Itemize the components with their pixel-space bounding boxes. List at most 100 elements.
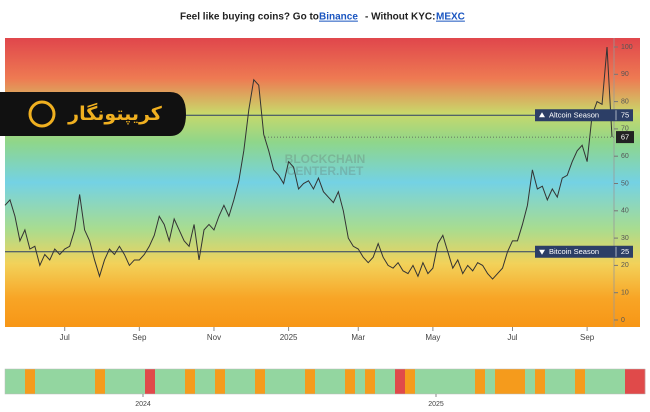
strip-cell — [55, 369, 66, 394]
x-tick-label: Mar — [351, 333, 365, 342]
strip-cell — [245, 369, 256, 394]
strip-cell — [615, 369, 626, 394]
strip-cell — [545, 369, 556, 394]
x-tick-label: 2025 — [280, 333, 298, 342]
strip-cell — [445, 369, 456, 394]
strip-cell — [345, 369, 356, 394]
strip-cell — [105, 369, 116, 394]
y-tick-label: 40 — [621, 208, 629, 215]
strip-cell — [425, 369, 436, 394]
strip-cell — [235, 369, 246, 394]
logo: کریپتونگار — [0, 92, 186, 136]
x-tick-label: Jul — [60, 333, 70, 342]
strip-cell — [175, 369, 186, 394]
x-tick-label: Sep — [132, 333, 147, 342]
strip-cell — [465, 369, 476, 394]
strip-cell — [575, 369, 586, 394]
strip-cell — [215, 369, 226, 394]
strip-cell — [65, 369, 76, 394]
watermark: CENTER.NET — [287, 164, 364, 178]
reference-value: 25 — [621, 247, 629, 256]
strip-cell — [525, 369, 536, 394]
strip-cell — [625, 369, 636, 394]
strip-cell — [45, 369, 56, 394]
strip-cell — [415, 369, 426, 394]
strip-cell — [475, 369, 486, 394]
strip-cell — [35, 369, 46, 394]
banner-text: - Without KYC: — [365, 12, 435, 23]
watermark: BLOCKCHAIN — [285, 152, 366, 166]
strip-cell — [305, 369, 316, 394]
strip-cell — [145, 369, 156, 394]
strip-cell — [225, 369, 236, 394]
strip-cell — [355, 369, 366, 394]
strip-cell — [315, 369, 326, 394]
strip-cell — [205, 369, 216, 394]
strip-cell — [535, 369, 546, 394]
strip-cell — [375, 369, 386, 394]
strip-cell — [565, 369, 576, 394]
mexc-link[interactable]: MEXC — [436, 12, 465, 23]
x-tick-label: Jul — [507, 333, 517, 342]
strip-cell — [95, 369, 106, 394]
strip-cell — [195, 369, 206, 394]
strip-cell — [505, 369, 516, 394]
strip-cell — [15, 369, 26, 394]
reference-label-box — [535, 245, 633, 258]
reference-arrow — [539, 112, 545, 118]
current-value-box — [616, 131, 634, 144]
strip-cell — [115, 369, 126, 394]
strip-cell — [515, 369, 526, 394]
x-tick-label: Nov — [207, 333, 221, 342]
y-tick-label: 90 — [621, 71, 629, 78]
strip-cell — [125, 369, 136, 394]
strip-cell — [185, 369, 196, 394]
strip-border — [4, 368, 646, 395]
strip-cell — [85, 369, 96, 394]
strip-cell — [395, 369, 406, 394]
reference-label-box — [535, 109, 633, 122]
y-tick-label: 0 — [621, 317, 625, 324]
y-tick-label: 10 — [621, 290, 629, 297]
y-tick-label: 100 — [621, 44, 633, 51]
strip-cell — [265, 369, 276, 394]
strip-cell — [555, 369, 566, 394]
banner-text: Feel like buying coins? Go to — [180, 12, 319, 23]
y-tick-label: 50 — [621, 180, 629, 187]
strip-tick-label: 2024 — [135, 401, 151, 408]
strip-cell — [25, 369, 36, 394]
strip-cell — [485, 369, 496, 394]
strip-cell — [285, 369, 296, 394]
strip-cell — [365, 369, 376, 394]
strip-cell — [135, 369, 146, 394]
strip-cell — [635, 369, 646, 394]
strip-cell — [605, 369, 616, 394]
strip-cell — [255, 369, 266, 394]
strip-cell — [275, 369, 286, 394]
strip-cell — [5, 369, 16, 394]
strip-cell — [325, 369, 336, 394]
x-tick-label: May — [425, 333, 440, 342]
strip-cell — [155, 369, 166, 394]
binance-link[interactable]: Binance — [319, 12, 358, 23]
logo-text: کریپتونگار — [67, 102, 163, 125]
strip-cell — [385, 369, 396, 394]
reference-arrow — [539, 249, 545, 255]
strip-cell — [75, 369, 86, 394]
strip-cell — [495, 369, 506, 394]
index-line — [4, 46, 613, 280]
y-tick-label: 80 — [621, 98, 629, 105]
plot-background — [5, 38, 640, 327]
strip-cell — [295, 369, 306, 394]
reference-label: Bitcoin Season — [549, 247, 599, 256]
strip-cell — [435, 369, 446, 394]
strip-cell — [335, 369, 346, 394]
y-tick-label: 30 — [621, 235, 629, 242]
strip-cell — [405, 369, 416, 394]
y-tick-label: 60 — [621, 153, 629, 160]
y-tick-label: 20 — [621, 262, 629, 269]
strip-tick-label: 2025 — [428, 401, 444, 408]
x-tick-label: Sep — [580, 333, 595, 342]
strip-cell — [165, 369, 176, 394]
